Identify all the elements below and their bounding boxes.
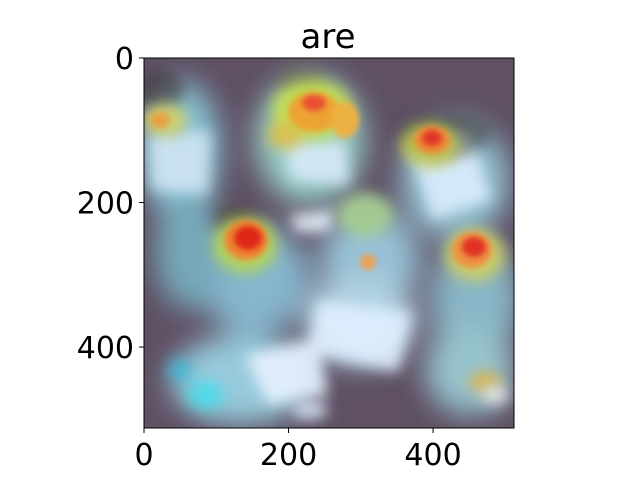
- plot-title: are: [301, 17, 356, 57]
- y-tick-label: 0: [115, 42, 134, 77]
- y-axis: 0 200 400: [77, 42, 144, 366]
- x-tick-label: 200: [260, 438, 317, 473]
- y-tick-label: 200: [77, 187, 134, 222]
- x-tick-label: 0: [134, 438, 153, 473]
- x-axis: 0 200 400: [134, 428, 462, 473]
- x-tick-label: 400: [404, 438, 461, 473]
- heatmap-image: [144, 58, 514, 428]
- y-tick-label: 400: [77, 331, 134, 366]
- axes-frame: [143, 57, 515, 429]
